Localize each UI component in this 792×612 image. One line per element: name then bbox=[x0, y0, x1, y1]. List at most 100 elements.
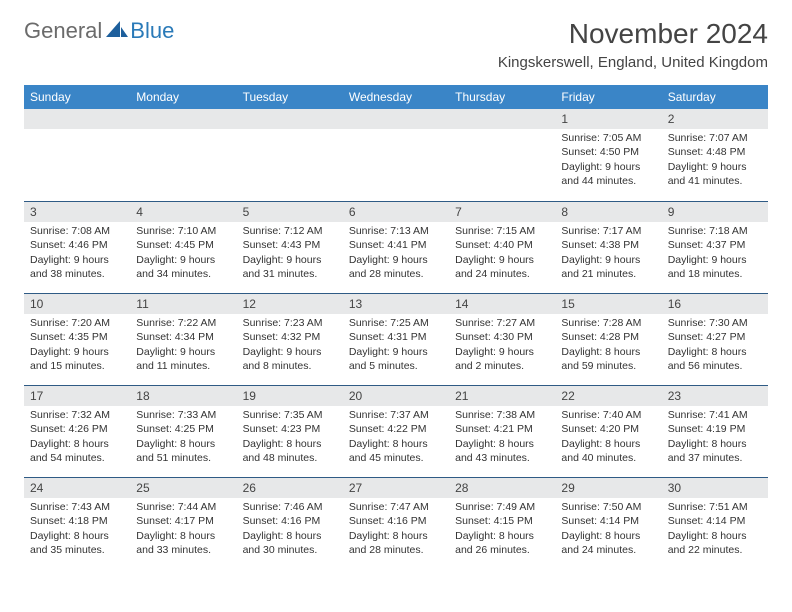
calendar-cell bbox=[343, 109, 449, 201]
day-number: 14 bbox=[449, 293, 555, 314]
calendar-cell: 12Sunrise: 7:23 AMSunset: 4:32 PMDayligh… bbox=[237, 293, 343, 385]
calendar-cell: 26Sunrise: 7:46 AMSunset: 4:16 PMDayligh… bbox=[237, 477, 343, 569]
calendar-cell: 13Sunrise: 7:25 AMSunset: 4:31 PMDayligh… bbox=[343, 293, 449, 385]
day-number: 21 bbox=[449, 385, 555, 406]
day-body: Sunrise: 7:13 AMSunset: 4:41 PMDaylight:… bbox=[343, 222, 449, 285]
calendar-cell: 14Sunrise: 7:27 AMSunset: 4:30 PMDayligh… bbox=[449, 293, 555, 385]
day-number: 1 bbox=[555, 109, 661, 129]
calendar-cell: 22Sunrise: 7:40 AMSunset: 4:20 PMDayligh… bbox=[555, 385, 661, 477]
day-header: Saturday bbox=[662, 85, 768, 109]
day-number: 7 bbox=[449, 201, 555, 222]
calendar-cell: 11Sunrise: 7:22 AMSunset: 4:34 PMDayligh… bbox=[130, 293, 236, 385]
calendar-week: 17Sunrise: 7:32 AMSunset: 4:26 PMDayligh… bbox=[24, 385, 768, 477]
day-number: 16 bbox=[662, 293, 768, 314]
day-body: Sunrise: 7:38 AMSunset: 4:21 PMDaylight:… bbox=[449, 406, 555, 469]
day-number bbox=[449, 109, 555, 129]
day-number: 11 bbox=[130, 293, 236, 314]
logo-text-general: General bbox=[24, 18, 102, 44]
calendar-cell bbox=[237, 109, 343, 201]
day-number: 28 bbox=[449, 477, 555, 498]
day-body: Sunrise: 7:50 AMSunset: 4:14 PMDaylight:… bbox=[555, 498, 661, 561]
day-body: Sunrise: 7:12 AMSunset: 4:43 PMDaylight:… bbox=[237, 222, 343, 285]
calendar-cell: 7Sunrise: 7:15 AMSunset: 4:40 PMDaylight… bbox=[449, 201, 555, 293]
month-title: November 2024 bbox=[498, 18, 768, 50]
calendar-cell: 27Sunrise: 7:47 AMSunset: 4:16 PMDayligh… bbox=[343, 477, 449, 569]
day-body: Sunrise: 7:44 AMSunset: 4:17 PMDaylight:… bbox=[130, 498, 236, 561]
day-header: Wednesday bbox=[343, 85, 449, 109]
calendar-cell bbox=[449, 109, 555, 201]
day-number: 24 bbox=[24, 477, 130, 498]
day-body: Sunrise: 7:47 AMSunset: 4:16 PMDaylight:… bbox=[343, 498, 449, 561]
day-body: Sunrise: 7:28 AMSunset: 4:28 PMDaylight:… bbox=[555, 314, 661, 377]
day-body: Sunrise: 7:37 AMSunset: 4:22 PMDaylight:… bbox=[343, 406, 449, 469]
calendar-cell: 15Sunrise: 7:28 AMSunset: 4:28 PMDayligh… bbox=[555, 293, 661, 385]
calendar-week: 10Sunrise: 7:20 AMSunset: 4:35 PMDayligh… bbox=[24, 293, 768, 385]
day-body: Sunrise: 7:10 AMSunset: 4:45 PMDaylight:… bbox=[130, 222, 236, 285]
day-number: 17 bbox=[24, 385, 130, 406]
calendar-cell: 21Sunrise: 7:38 AMSunset: 4:21 PMDayligh… bbox=[449, 385, 555, 477]
day-number: 9 bbox=[662, 201, 768, 222]
day-body: Sunrise: 7:08 AMSunset: 4:46 PMDaylight:… bbox=[24, 222, 130, 285]
calendar-cell: 3Sunrise: 7:08 AMSunset: 4:46 PMDaylight… bbox=[24, 201, 130, 293]
calendar-cell: 16Sunrise: 7:30 AMSunset: 4:27 PMDayligh… bbox=[662, 293, 768, 385]
calendar-cell: 9Sunrise: 7:18 AMSunset: 4:37 PMDaylight… bbox=[662, 201, 768, 293]
calendar-cell: 8Sunrise: 7:17 AMSunset: 4:38 PMDaylight… bbox=[555, 201, 661, 293]
calendar-cell: 24Sunrise: 7:43 AMSunset: 4:18 PMDayligh… bbox=[24, 477, 130, 569]
day-header: Tuesday bbox=[237, 85, 343, 109]
day-body: Sunrise: 7:32 AMSunset: 4:26 PMDaylight:… bbox=[24, 406, 130, 469]
day-header-row: SundayMondayTuesdayWednesdayThursdayFrid… bbox=[24, 85, 768, 109]
calendar-table: SundayMondayTuesdayWednesdayThursdayFrid… bbox=[24, 85, 768, 569]
day-body: Sunrise: 7:49 AMSunset: 4:15 PMDaylight:… bbox=[449, 498, 555, 561]
calendar-cell: 29Sunrise: 7:50 AMSunset: 4:14 PMDayligh… bbox=[555, 477, 661, 569]
day-number: 8 bbox=[555, 201, 661, 222]
day-number: 25 bbox=[130, 477, 236, 498]
title-block: November 2024 Kingskerswell, England, Un… bbox=[498, 18, 768, 71]
calendar-week: 24Sunrise: 7:43 AMSunset: 4:18 PMDayligh… bbox=[24, 477, 768, 569]
day-number bbox=[24, 109, 130, 129]
calendar-cell: 4Sunrise: 7:10 AMSunset: 4:45 PMDaylight… bbox=[130, 201, 236, 293]
day-header: Friday bbox=[555, 85, 661, 109]
day-number: 18 bbox=[130, 385, 236, 406]
day-header: Sunday bbox=[24, 85, 130, 109]
calendar-cell: 2Sunrise: 7:07 AMSunset: 4:48 PMDaylight… bbox=[662, 109, 768, 201]
calendar-cell: 20Sunrise: 7:37 AMSunset: 4:22 PMDayligh… bbox=[343, 385, 449, 477]
day-body: Sunrise: 7:25 AMSunset: 4:31 PMDaylight:… bbox=[343, 314, 449, 377]
day-number: 30 bbox=[662, 477, 768, 498]
day-number: 22 bbox=[555, 385, 661, 406]
calendar-cell: 25Sunrise: 7:44 AMSunset: 4:17 PMDayligh… bbox=[130, 477, 236, 569]
logo: General Blue bbox=[24, 18, 174, 44]
calendar-cell: 19Sunrise: 7:35 AMSunset: 4:23 PMDayligh… bbox=[237, 385, 343, 477]
day-number: 5 bbox=[237, 201, 343, 222]
day-number: 23 bbox=[662, 385, 768, 406]
logo-sail-icon bbox=[106, 21, 128, 42]
day-number: 15 bbox=[555, 293, 661, 314]
day-number: 12 bbox=[237, 293, 343, 314]
calendar-cell: 6Sunrise: 7:13 AMSunset: 4:41 PMDaylight… bbox=[343, 201, 449, 293]
day-number: 3 bbox=[24, 201, 130, 222]
calendar-cell: 30Sunrise: 7:51 AMSunset: 4:14 PMDayligh… bbox=[662, 477, 768, 569]
calendar-week: 1Sunrise: 7:05 AMSunset: 4:50 PMDaylight… bbox=[24, 109, 768, 201]
calendar-cell bbox=[130, 109, 236, 201]
day-header: Thursday bbox=[449, 85, 555, 109]
day-number: 27 bbox=[343, 477, 449, 498]
day-body: Sunrise: 7:15 AMSunset: 4:40 PMDaylight:… bbox=[449, 222, 555, 285]
day-body: Sunrise: 7:17 AMSunset: 4:38 PMDaylight:… bbox=[555, 222, 661, 285]
day-number bbox=[237, 109, 343, 129]
day-number: 6 bbox=[343, 201, 449, 222]
day-number: 13 bbox=[343, 293, 449, 314]
day-body: Sunrise: 7:23 AMSunset: 4:32 PMDaylight:… bbox=[237, 314, 343, 377]
day-number: 4 bbox=[130, 201, 236, 222]
day-body: Sunrise: 7:18 AMSunset: 4:37 PMDaylight:… bbox=[662, 222, 768, 285]
calendar-week: 3Sunrise: 7:08 AMSunset: 4:46 PMDaylight… bbox=[24, 201, 768, 293]
day-body: Sunrise: 7:51 AMSunset: 4:14 PMDaylight:… bbox=[662, 498, 768, 561]
day-number: 2 bbox=[662, 109, 768, 129]
calendar-cell bbox=[24, 109, 130, 201]
day-body: Sunrise: 7:22 AMSunset: 4:34 PMDaylight:… bbox=[130, 314, 236, 377]
header: General Blue November 2024 Kingskerswell… bbox=[24, 18, 768, 71]
day-number bbox=[343, 109, 449, 129]
calendar-cell: 1Sunrise: 7:05 AMSunset: 4:50 PMDaylight… bbox=[555, 109, 661, 201]
logo-text-blue: Blue bbox=[130, 18, 174, 44]
day-header: Monday bbox=[130, 85, 236, 109]
calendar-cell: 28Sunrise: 7:49 AMSunset: 4:15 PMDayligh… bbox=[449, 477, 555, 569]
location: Kingskerswell, England, United Kingdom bbox=[498, 54, 768, 71]
